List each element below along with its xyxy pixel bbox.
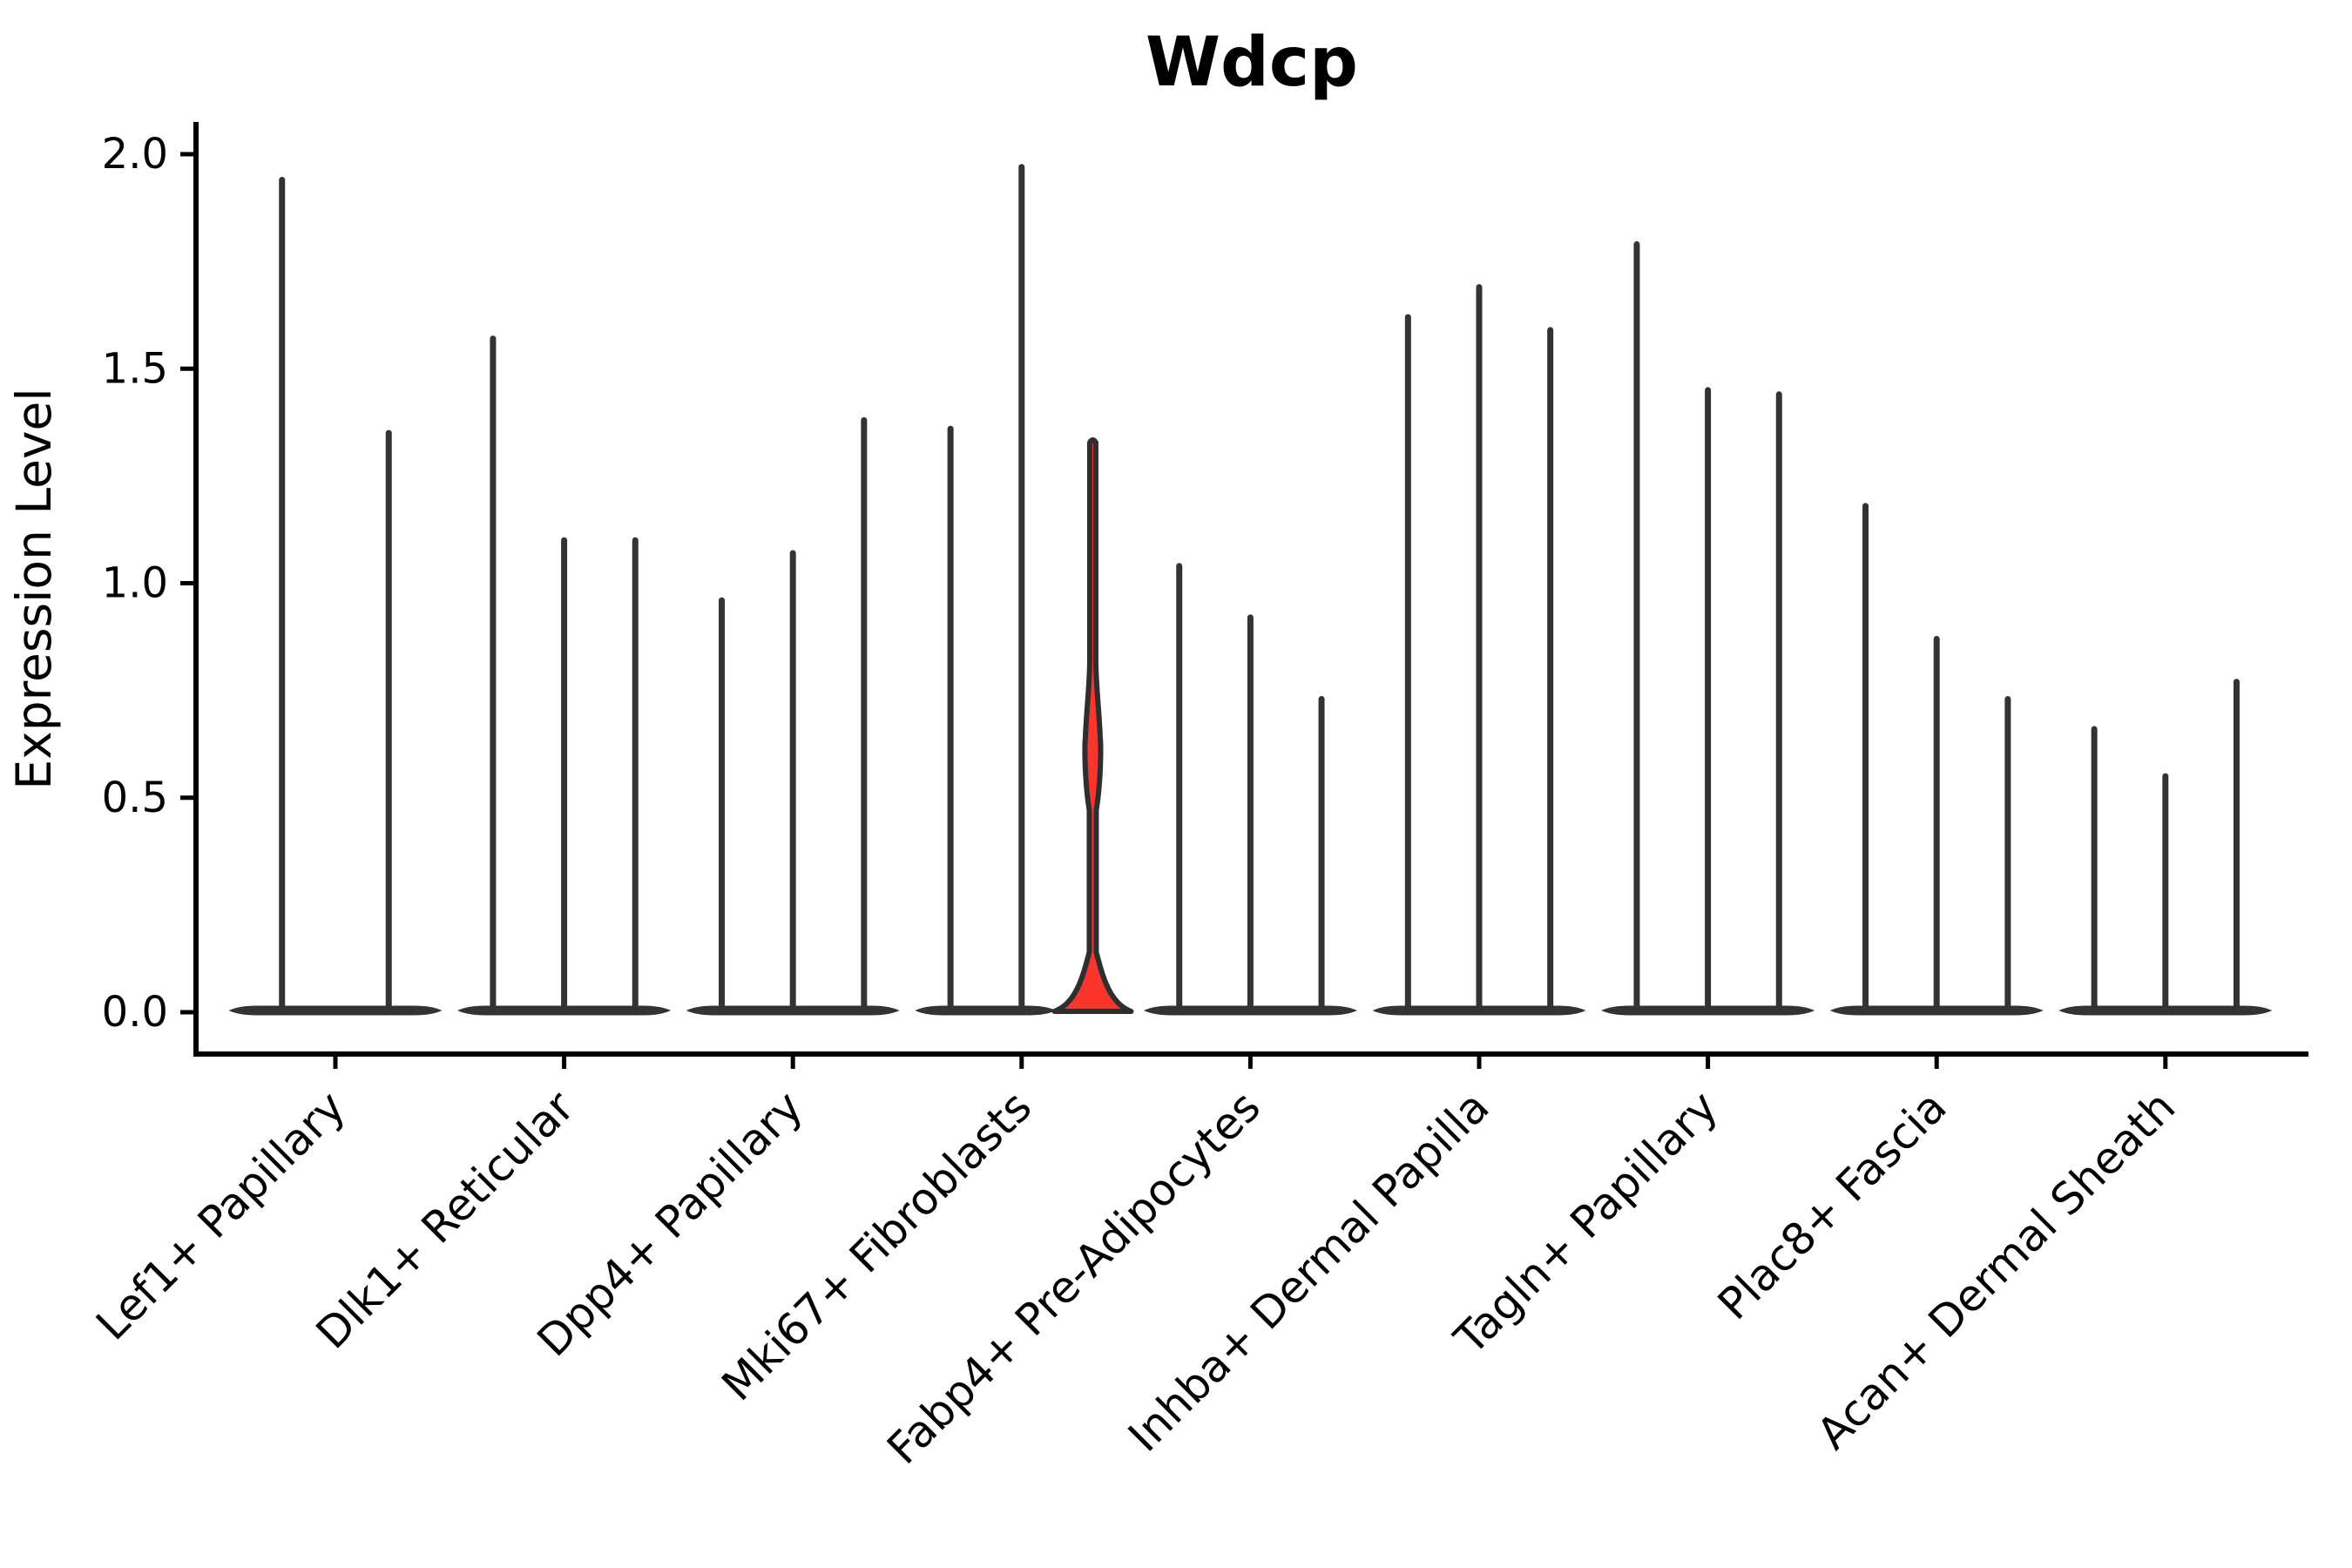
violin-group-5 (1143, 563, 1357, 1016)
x-axis-label: Lef1+ Papillary (86, 1081, 355, 1349)
violin-group-6 (1372, 284, 1586, 1016)
x-axis-label: Inhba+ Dermal Papilla (1119, 1081, 1498, 1461)
y-tick-label: 0.5 (102, 774, 168, 822)
violin-series (228, 164, 2273, 1016)
highlighted-violin (1051, 437, 1134, 1014)
x-axis-label: Fabp4+ Pre-Adipocytes (877, 1081, 1270, 1474)
violin-group-3 (686, 416, 900, 1016)
y-tick-label: 2.0 (102, 130, 168, 179)
y-axis-ticks: 0.0 0.5 1.0 1.5 2.0 (102, 130, 196, 1037)
violin-group-9 (2058, 679, 2273, 1016)
y-tick-label: 1.0 (102, 559, 168, 608)
y-tick-label: 1.5 (102, 344, 168, 393)
violin-group-7 (1601, 240, 1815, 1016)
violin-group-2 (457, 335, 672, 1016)
violin-group-1 (228, 177, 443, 1016)
y-tick-label: 0.0 (102, 988, 168, 1037)
violin-group-4 (915, 164, 1134, 1016)
violin-base-band (915, 1005, 1057, 1016)
violin-group-8 (1829, 503, 2044, 1016)
y-axis-label: Expression Level (6, 388, 62, 789)
violin-base-band (228, 1005, 443, 1016)
plot-title: Wdcp (1146, 24, 1358, 102)
x-axis-label: Plac8+ Fascia (1708, 1081, 1957, 1329)
